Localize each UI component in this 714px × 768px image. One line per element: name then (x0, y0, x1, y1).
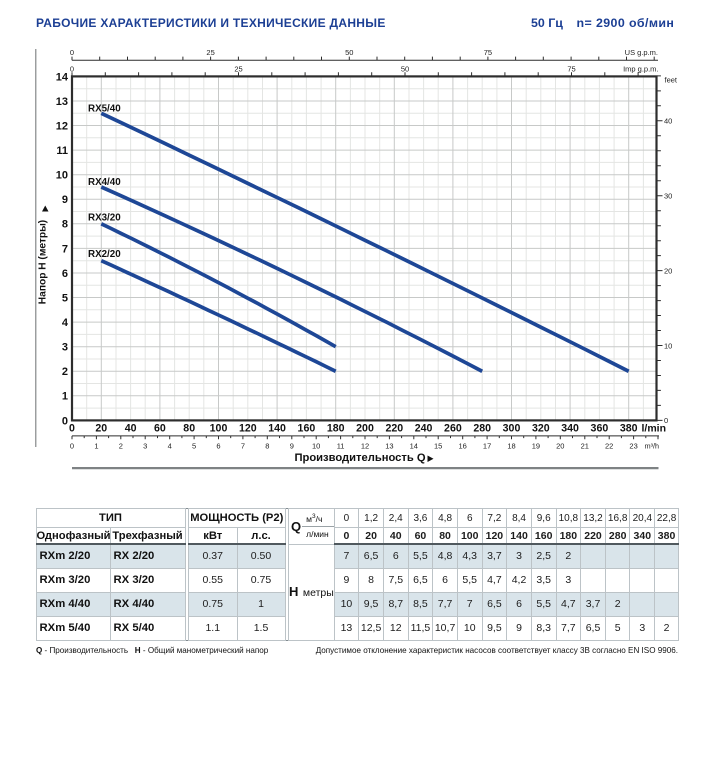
svg-text:25: 25 (206, 48, 214, 57)
svg-text:5: 5 (192, 442, 196, 451)
svg-text:240: 240 (415, 423, 433, 435)
svg-text:0: 0 (62, 415, 68, 427)
svg-text:160: 160 (298, 423, 316, 435)
svg-text:l/min: l/min (642, 423, 667, 435)
svg-text:50: 50 (401, 65, 409, 74)
svg-text:Imp g.p.m.: Imp g.p.m. (623, 65, 658, 74)
svg-text:0: 0 (664, 416, 668, 425)
svg-text:15: 15 (434, 442, 442, 451)
svg-text:180: 180 (327, 423, 345, 435)
svg-text:11: 11 (337, 442, 345, 451)
svg-text:19: 19 (532, 442, 540, 451)
svg-text:40: 40 (664, 117, 672, 126)
svg-text:11: 11 (56, 145, 68, 157)
svg-text:280: 280 (473, 423, 491, 435)
svg-text:4: 4 (168, 442, 172, 451)
svg-text:9: 9 (290, 442, 294, 451)
svg-text:Производительность Q: Производительность Q (294, 452, 425, 464)
svg-text:2: 2 (62, 366, 68, 378)
svg-text:US g.p.m.: US g.p.m. (625, 48, 658, 57)
svg-text:40: 40 (125, 423, 137, 435)
svg-text:360: 360 (591, 423, 609, 435)
svg-text:25: 25 (234, 65, 242, 74)
svg-text:17: 17 (483, 442, 491, 451)
svg-text:5: 5 (62, 292, 68, 304)
svg-text:12: 12 (361, 442, 369, 451)
svg-text:60: 60 (154, 423, 166, 435)
svg-text:6: 6 (62, 268, 68, 280)
svg-text:RX4/40: RX4/40 (88, 177, 121, 188)
svg-text:22: 22 (605, 442, 613, 451)
svg-text:20: 20 (664, 266, 672, 275)
svg-text:30: 30 (664, 192, 672, 201)
svg-text:RX3/20: RX3/20 (88, 213, 121, 224)
svg-text:13: 13 (385, 442, 393, 451)
svg-text:12: 12 (56, 120, 68, 132)
svg-text:300: 300 (503, 423, 521, 435)
svg-text:4: 4 (62, 317, 69, 329)
svg-text:380: 380 (620, 423, 638, 435)
svg-text:100: 100 (210, 423, 228, 435)
svg-text:80: 80 (183, 423, 195, 435)
svg-text:8: 8 (62, 219, 68, 231)
svg-text:0: 0 (70, 65, 74, 74)
svg-text:7: 7 (241, 442, 245, 451)
svg-text:50: 50 (345, 48, 353, 57)
svg-text:2: 2 (119, 442, 123, 451)
svg-text:75: 75 (484, 48, 492, 57)
svg-text:9: 9 (62, 194, 68, 206)
svg-text:1: 1 (94, 442, 98, 451)
svg-text:220: 220 (385, 423, 403, 435)
svg-text:260: 260 (444, 423, 462, 435)
svg-text:6: 6 (216, 442, 220, 451)
svg-text:m³/h: m³/h (645, 442, 659, 451)
svg-text:3: 3 (143, 442, 147, 451)
svg-text:Напор H (метры): Напор H (метры) (38, 220, 49, 304)
svg-text:200: 200 (356, 423, 374, 435)
svg-text:14: 14 (410, 442, 418, 451)
svg-text:3: 3 (62, 342, 68, 354)
svg-text:140: 140 (268, 423, 286, 435)
svg-text:10: 10 (664, 341, 672, 350)
svg-text:13: 13 (56, 96, 68, 108)
svg-text:75: 75 (567, 65, 575, 74)
svg-text:20: 20 (95, 423, 107, 435)
svg-text:feet: feet (665, 76, 678, 85)
svg-text:18: 18 (507, 442, 515, 451)
svg-text:0: 0 (70, 48, 74, 57)
svg-text:23: 23 (629, 442, 637, 451)
svg-text:RX2/20: RX2/20 (88, 249, 121, 260)
svg-text:0: 0 (69, 423, 75, 435)
svg-text:1: 1 (62, 391, 68, 403)
svg-text:8: 8 (265, 442, 269, 451)
svg-text:10: 10 (56, 170, 68, 182)
svg-text:10: 10 (312, 442, 320, 451)
svg-text:0: 0 (70, 442, 74, 451)
svg-text:120: 120 (239, 423, 257, 435)
svg-text:340: 340 (561, 423, 579, 435)
svg-text:320: 320 (532, 423, 550, 435)
svg-text:21: 21 (581, 442, 589, 451)
svg-text:20: 20 (556, 442, 564, 451)
svg-text:RX5/40: RX5/40 (88, 103, 121, 114)
svg-text:16: 16 (459, 442, 467, 451)
svg-text:14: 14 (56, 71, 69, 83)
svg-text:7: 7 (62, 243, 68, 255)
